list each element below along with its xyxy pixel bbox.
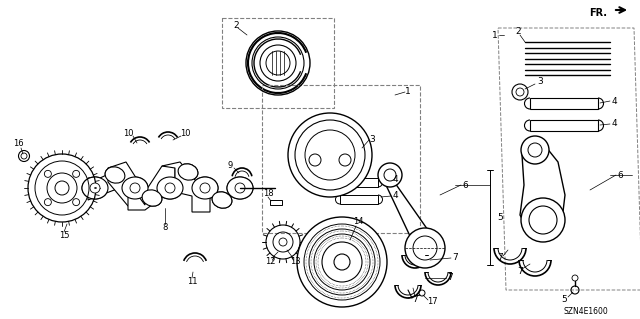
Text: 2: 2 (233, 20, 239, 29)
Text: 15: 15 (59, 232, 69, 241)
Polygon shape (162, 162, 210, 212)
Circle shape (297, 217, 387, 307)
Circle shape (288, 113, 372, 197)
Ellipse shape (142, 190, 162, 206)
Text: 7: 7 (497, 254, 503, 263)
Text: 4: 4 (611, 97, 617, 106)
Text: 13: 13 (290, 257, 300, 266)
Ellipse shape (105, 167, 125, 183)
Bar (340, 195, 378, 204)
Text: 11: 11 (187, 278, 197, 286)
Text: 3: 3 (537, 78, 543, 86)
Polygon shape (88, 168, 130, 200)
Ellipse shape (82, 177, 108, 199)
Ellipse shape (142, 190, 162, 206)
Circle shape (521, 198, 565, 242)
Bar (262, 85, 420, 233)
Ellipse shape (227, 177, 253, 199)
Circle shape (405, 228, 445, 268)
Circle shape (378, 163, 402, 187)
Polygon shape (108, 162, 145, 206)
Text: 6: 6 (462, 181, 468, 189)
Ellipse shape (212, 192, 232, 208)
Circle shape (309, 154, 321, 166)
Circle shape (130, 183, 140, 193)
Text: 10: 10 (180, 129, 190, 137)
Bar (222, 18, 334, 108)
Text: FR.: FR. (589, 8, 607, 18)
Ellipse shape (192, 177, 218, 199)
Ellipse shape (122, 177, 148, 199)
Bar (270, 200, 282, 205)
Circle shape (572, 275, 578, 281)
Text: 2: 2 (515, 27, 521, 36)
Text: 9: 9 (227, 160, 232, 169)
Text: 4: 4 (392, 175, 398, 184)
Text: 5: 5 (497, 212, 503, 221)
Text: 3: 3 (369, 136, 375, 145)
Circle shape (334, 254, 350, 270)
Text: 7: 7 (517, 268, 523, 277)
Text: 8: 8 (163, 224, 168, 233)
Text: 6: 6 (617, 170, 623, 180)
Text: 4: 4 (392, 191, 398, 201)
Text: 7: 7 (447, 273, 453, 283)
Circle shape (235, 183, 245, 193)
Text: 7: 7 (452, 254, 458, 263)
Circle shape (339, 154, 351, 166)
Circle shape (200, 183, 210, 193)
Ellipse shape (212, 192, 232, 208)
Ellipse shape (105, 167, 125, 183)
Circle shape (165, 183, 175, 193)
Bar (340, 178, 378, 187)
Text: 1: 1 (492, 31, 498, 40)
Text: 17: 17 (427, 298, 437, 307)
Circle shape (90, 183, 100, 193)
Text: 5: 5 (561, 295, 567, 305)
Circle shape (521, 136, 549, 164)
Bar (530, 98, 598, 109)
Ellipse shape (178, 164, 198, 180)
Text: 10: 10 (123, 129, 133, 137)
Text: 1: 1 (405, 87, 411, 97)
Ellipse shape (122, 177, 148, 199)
Text: 12: 12 (265, 257, 275, 266)
Text: 18: 18 (262, 189, 273, 198)
Polygon shape (128, 166, 175, 210)
Ellipse shape (157, 177, 183, 199)
Ellipse shape (227, 177, 253, 199)
Ellipse shape (82, 177, 108, 199)
Bar (530, 120, 598, 131)
Ellipse shape (178, 164, 198, 180)
Text: 14: 14 (353, 218, 364, 226)
Text: SZN4E1600: SZN4E1600 (564, 308, 609, 316)
Ellipse shape (157, 177, 183, 199)
Text: 7: 7 (412, 295, 418, 305)
Text: 4: 4 (611, 120, 617, 129)
Text: 16: 16 (13, 139, 23, 149)
Ellipse shape (192, 177, 218, 199)
